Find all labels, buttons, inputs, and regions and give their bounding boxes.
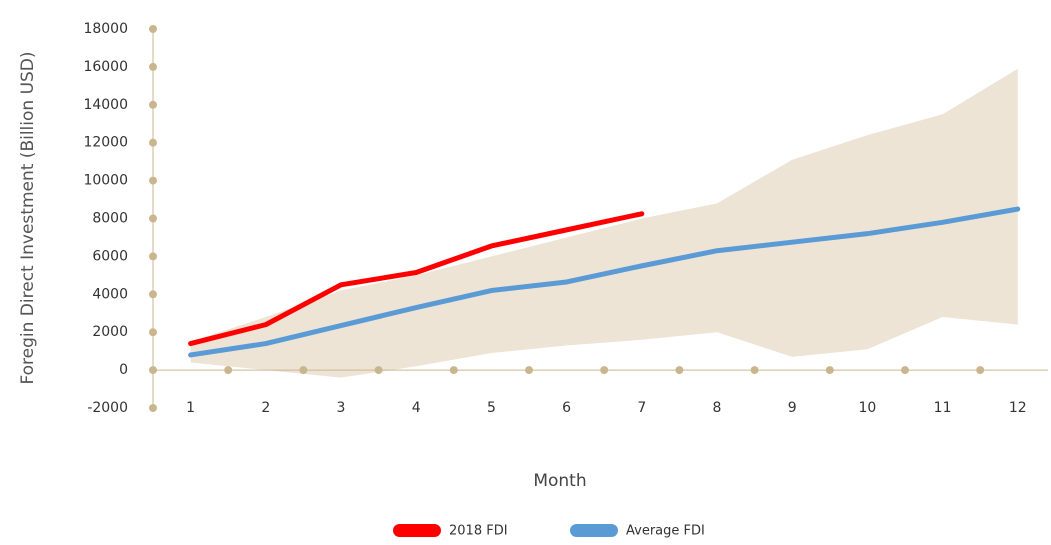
y-tick-label: -2000 [87, 400, 128, 416]
x-tick-dot [901, 366, 909, 375]
y-tick-label: 2000 [92, 324, 128, 340]
legend-swatch [393, 524, 441, 537]
y-tick-dot [149, 404, 157, 412]
y-tick-dot [149, 138, 157, 147]
x-tick-label: 4 [412, 400, 421, 416]
y-tick-dot [149, 100, 157, 109]
y-tick-dot [149, 366, 157, 375]
x-tick-label: 5 [487, 400, 496, 416]
x-tick-dot [449, 366, 458, 375]
y-tick-dot [149, 62, 157, 71]
y-tick-label: 16000 [83, 59, 128, 75]
x-tick-label: 11 [934, 400, 952, 416]
x-tick-dot [750, 366, 759, 375]
x-axis-label: Month [533, 471, 586, 491]
series-line [188, 206, 1021, 358]
x-tick-label: 10 [858, 400, 876, 416]
y-tick-dot [149, 25, 157, 33]
range-band [190, 68, 1018, 378]
x-tick-dot [976, 366, 985, 375]
y-tick-dot [149, 176, 157, 185]
x-tick-label: 7 [637, 400, 646, 416]
series-line [188, 211, 645, 347]
y-tick-dot [149, 252, 157, 261]
legend-label: Average FDI [626, 524, 705, 539]
x-tick-label: 9 [788, 400, 797, 416]
x-tick-label: 2 [261, 400, 270, 416]
y-tick-label: 0 [119, 362, 128, 378]
y-tick-label: 12000 [83, 135, 128, 151]
y-tick-label: 18000 [83, 21, 128, 37]
x-tick-dot [374, 366, 383, 375]
legend-swatch [570, 524, 618, 537]
x-tick-dot [600, 366, 609, 375]
x-tick-label: 12 [1009, 400, 1027, 416]
y-tick-label: 14000 [83, 97, 128, 113]
x-tick-label: 8 [713, 400, 722, 416]
x-tick-dot [299, 366, 308, 375]
x-tick-dot [525, 366, 533, 375]
y-tick-label: 10000 [83, 173, 128, 189]
y-tick-dot [149, 290, 157, 299]
y-tick-label: 6000 [92, 248, 128, 264]
y-axis-label: Foregin Direct Investment (Billion USD) [18, 51, 38, 384]
x-tick-dot [224, 366, 233, 375]
legend-label: 2018 FDI [449, 524, 508, 539]
x-tick-label: 6 [562, 400, 571, 416]
y-tick-label: 8000 [92, 211, 128, 227]
x-tick-dot [675, 366, 684, 375]
y-tick-label: 4000 [92, 286, 128, 302]
y-tick-dot [149, 328, 157, 337]
x-tick-dot [825, 366, 834, 375]
x-tick-label: 3 [337, 400, 346, 416]
x-tick-label: 1 [186, 400, 195, 416]
y-tick-dot [149, 214, 157, 223]
